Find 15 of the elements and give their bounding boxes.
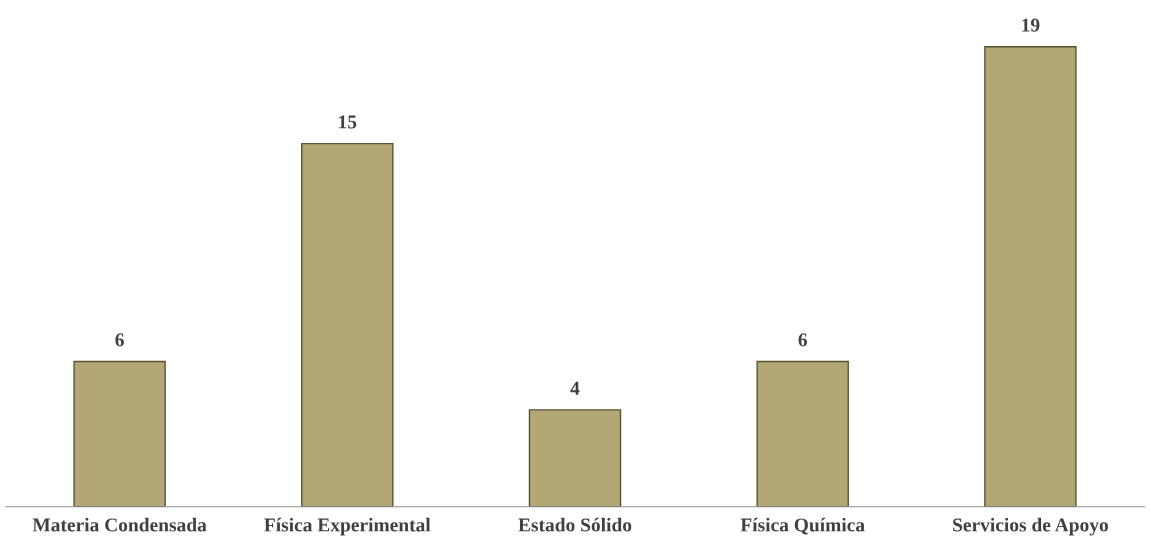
data-label: 4 <box>570 381 580 395</box>
data-label: 6 <box>115 333 124 347</box>
bar <box>301 142 394 507</box>
bar <box>73 360 166 507</box>
bar <box>756 360 849 507</box>
data-label: 19 <box>1022 18 1040 32</box>
bar <box>984 46 1077 507</box>
data-label: 6 <box>798 333 807 347</box>
x-tick-label: Física Experimental <box>264 517 431 536</box>
x-tick-label: Materia Condensada <box>32 517 207 532</box>
bar <box>528 409 622 507</box>
data-label: 15 <box>339 115 357 129</box>
x-tick-label: Servicios de Apoyo <box>953 517 1108 536</box>
x-tick-label: Física Química <box>740 517 865 535</box>
x-tick-label: Estado Sólido <box>518 517 632 532</box>
